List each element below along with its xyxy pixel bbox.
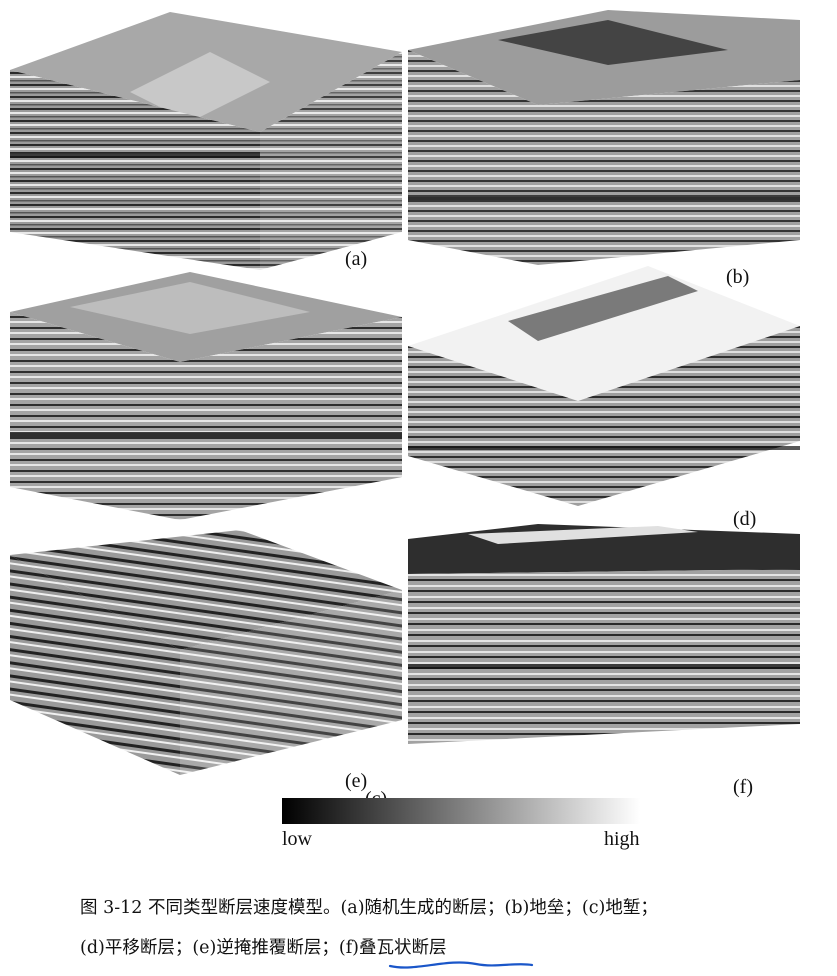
panel-f: (f) [408,524,800,798]
panel-label: (f) [733,776,753,798]
panel-b: (b) [408,10,800,288]
panel-label: (b) [726,266,750,288]
panel-b-cube [408,10,800,265]
panel-f-cube [408,524,800,744]
colorbar-low-label: low [282,828,312,850]
figure-caption: 图 3-12 不同类型断层速度模型。(a)随机生成的断层；(b)地垒；(c)地堑… [80,888,800,968]
caption-line-2: (d)平移断层；(e)逆掩推覆断层；(f)叠瓦状断层 [80,938,447,958]
panel-label: (a) [345,248,368,270]
panel-c-cube [10,272,402,520]
colorbar-high-label: high [604,828,640,850]
caption-line-1: 图 3-12 不同类型断层速度模型。(a)随机生成的断层；(b)地垒；(c)地堑… [80,898,658,918]
panel-d: (d) [408,266,800,530]
panel-a: (a) [10,12,402,270]
panel-label: (d) [733,508,757,530]
panel-c: (c) [10,272,402,810]
color-scale-bar [282,798,640,824]
panel-a-cube [10,12,402,270]
panel-d-cube [408,266,800,506]
panel-label: (e) [345,770,368,792]
handwritten-underline [388,961,534,969]
panel-e: (e) [10,530,402,792]
panel-e-cube [10,530,402,775]
